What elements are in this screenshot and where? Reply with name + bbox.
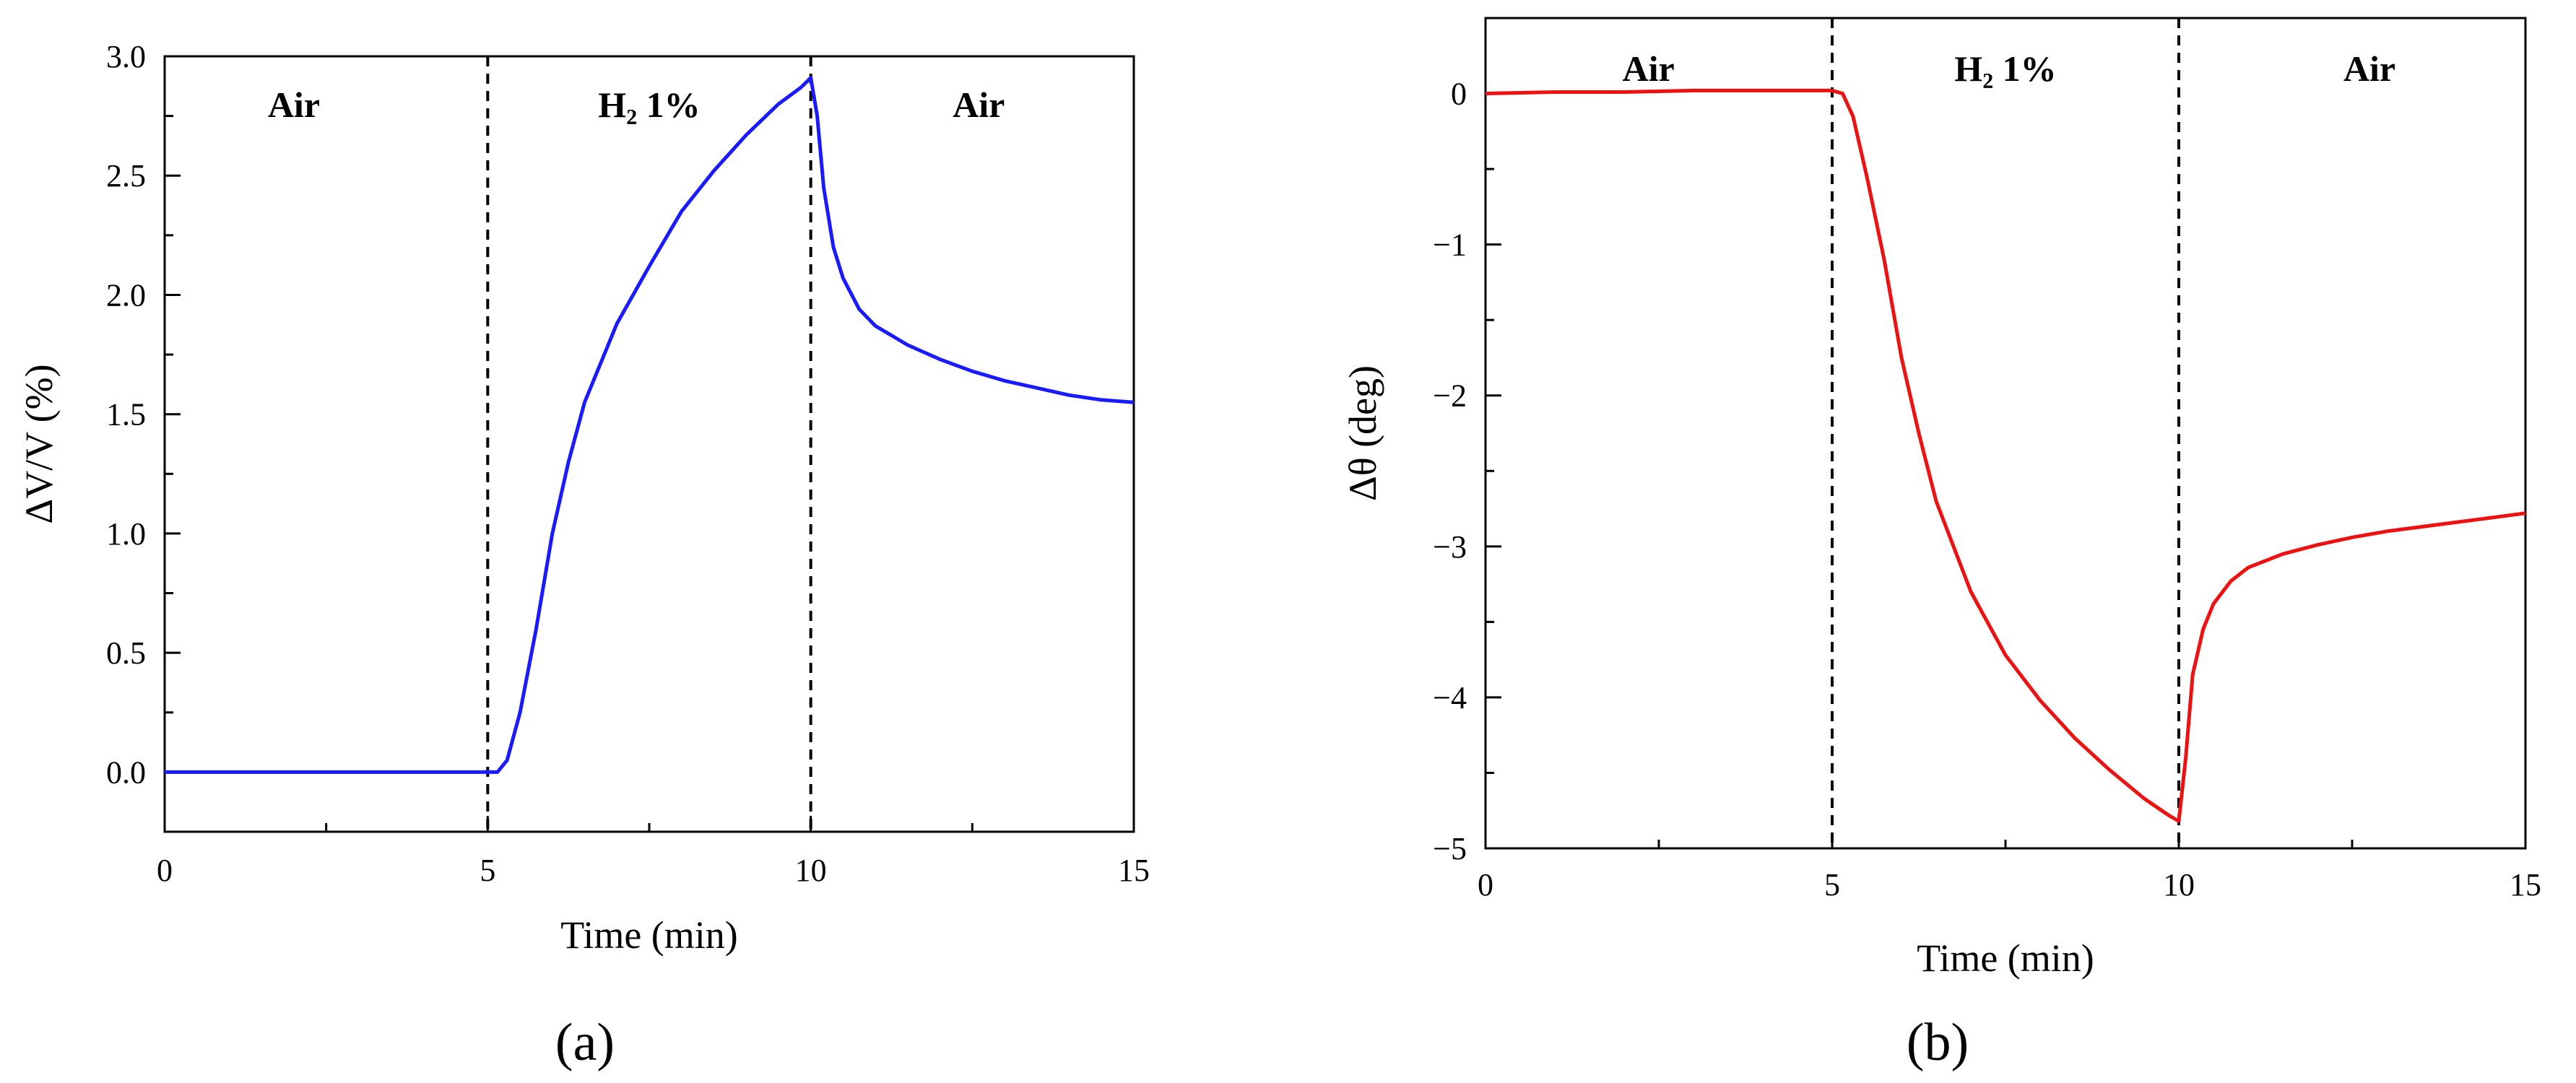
- region-label: H₂ 1%: [1954, 48, 2056, 89]
- y-tick-label: −4: [1433, 680, 1467, 716]
- x-tick-label: 15: [1118, 853, 1150, 888]
- y-tick-label: 1.5: [106, 397, 146, 432]
- y-tick-label: −3: [1433, 529, 1467, 565]
- region-label: Air: [268, 84, 320, 125]
- x-tick-label: 5: [1824, 867, 1840, 902]
- panel-label: (b): [1907, 1013, 1969, 1072]
- region-label: Air: [2343, 48, 2395, 89]
- x-tick-label: 10: [795, 853, 827, 888]
- y-tick-label: 2.5: [106, 158, 146, 193]
- chart-panel-a: 0 5 10 15 0.0 0.5 1.0 1.5 2.0 2.5 3.0 Time (min) ΔV/…: [17, 39, 1150, 1072]
- y-tick-label: 0.0: [106, 754, 146, 790]
- x-tick-label: 15: [2510, 867, 2541, 902]
- x-axis-label: Time (min): [560, 913, 738, 957]
- plot-frame: [1484, 17, 2527, 850]
- data-line: [1485, 88, 2526, 823]
- y-tick-label: 2.0: [106, 277, 146, 313]
- x-tick-label: 0: [1478, 867, 1493, 902]
- plot-frame: [163, 55, 1135, 833]
- x-axis-label: Time (min): [1917, 936, 2094, 980]
- x-tick-label: 0: [157, 853, 173, 888]
- region-label: Air: [953, 84, 1005, 125]
- x-tick-label: 10: [2163, 867, 2195, 902]
- x-tick-label: 5: [480, 853, 495, 888]
- y-tick-label: −2: [1433, 378, 1467, 414]
- y-tick-label: 0.5: [106, 635, 146, 671]
- y-tick-label: 1.0: [106, 516, 146, 552]
- region-label: H₂ 1%: [598, 84, 700, 125]
- y-tick-label: −5: [1433, 831, 1467, 866]
- data-line: [165, 76, 1135, 774]
- chart-panel-b: 0 5 10 15 0 −1 −2 −3 −4 −5 Time (min) Δθ (deg) Air H₂…: [1341, 17, 2541, 1072]
- panel-label: (a): [555, 1013, 615, 1072]
- y-axis-label: ΔV/V (%): [17, 364, 61, 523]
- region-label: Air: [1622, 48, 1674, 89]
- y-tick-label: 3.0: [106, 39, 146, 74]
- y-axis-label: Δθ (deg): [1341, 365, 1384, 501]
- y-tick-label: 0: [1451, 77, 1467, 112]
- y-tick-label: −1: [1433, 227, 1467, 263]
